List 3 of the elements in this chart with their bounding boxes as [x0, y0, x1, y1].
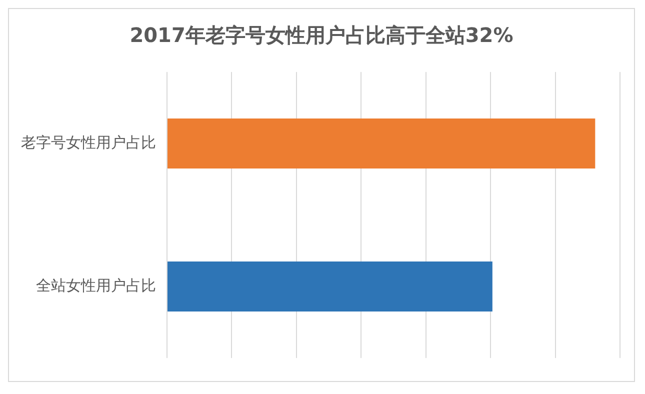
y-tick-label: 老字号女性用户占比	[21, 133, 156, 152]
chart-title: 2017年老字号女性用户占比高于全站32%	[128, 22, 514, 49]
y-tick-label: 全站女性用户占比	[36, 276, 156, 294]
